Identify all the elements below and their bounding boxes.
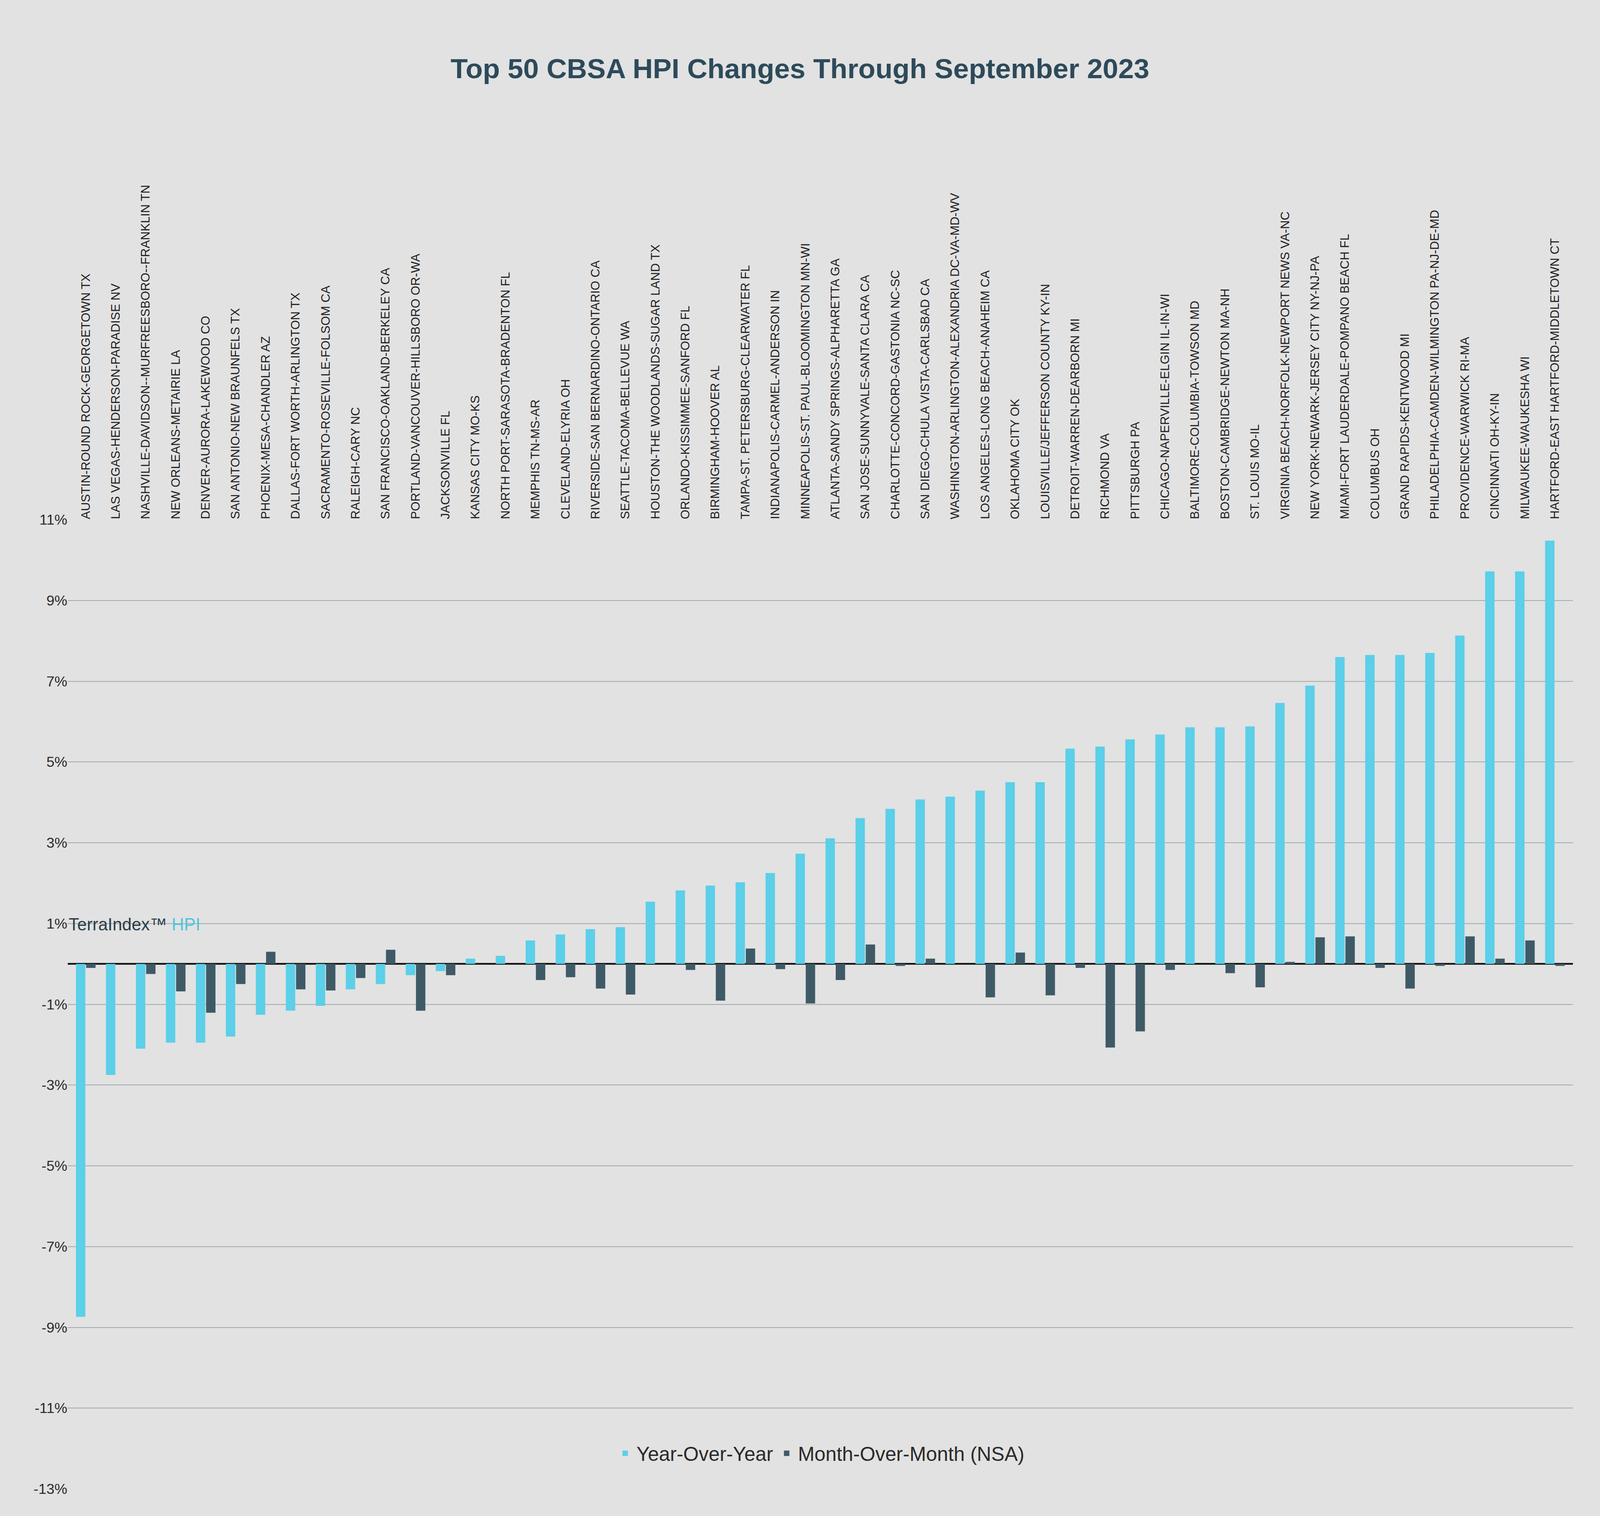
svg-text:CHARLOTTE-CONCORD-GASTONIA NC-: CHARLOTTE-CONCORD-GASTONIA NC-SC <box>888 269 903 520</box>
svg-text:11%: 11% <box>39 511 68 528</box>
svg-text:Top 50 CBSA HPI Changes Throug: Top 50 CBSA HPI Changes Through Septembe… <box>450 52 1150 85</box>
svg-text:DETROIT-WARREN-DEARBORN MI: DETROIT-WARREN-DEARBORN MI <box>1068 318 1082 520</box>
svg-text:PHOENIX-MESA-CHANDLER AZ: PHOENIX-MESA-CHANDLER AZ <box>258 336 273 520</box>
svg-text:-11%: -11% <box>34 1399 68 1416</box>
svg-text:SAN FRANCISCO-OAKLAND-BERKELEY: SAN FRANCISCO-OAKLAND-BERKELEY CA <box>378 267 393 520</box>
svg-text:HOUSTON-THE WOODLANDS-SUGAR LA: HOUSTON-THE WOODLANDS-SUGAR LAND TX <box>648 244 663 520</box>
svg-text:NORTH PORT-SARASOTA-BRADENTON: NORTH PORT-SARASOTA-BRADENTON FL <box>498 271 513 520</box>
svg-text:9%: 9% <box>46 592 68 609</box>
svg-text:DENVER-AURORA-LAKEWOOD CO: DENVER-AURORA-LAKEWOOD CO <box>198 315 213 520</box>
svg-text:GRAND RAPIDS-KENTWOOD MI: GRAND RAPIDS-KENTWOOD MI <box>1398 333 1412 520</box>
svg-text:HARTFORD-EAST HARTFORD-MIDDLET: HARTFORD-EAST HARTFORD-MIDDLETOWN CT <box>1548 238 1562 520</box>
svg-text:PORTLAND-VANCOUVER-HILLSBORO O: PORTLAND-VANCOUVER-HILLSBORO OR-WA <box>408 253 423 520</box>
svg-text:MINNEAPOLIS-ST. PAUL-BLOOMINGT: MINNEAPOLIS-ST. PAUL-BLOOMINGTON MN-WI <box>798 243 813 520</box>
svg-text:MILWAUKEE-WAUKESHA WI: MILWAUKEE-WAUKESHA WI <box>1518 355 1532 520</box>
svg-text:LAS VEGAS-HENDERSON-PARADISE N: LAS VEGAS-HENDERSON-PARADISE NV <box>108 283 123 520</box>
svg-text:COLUMBUS OH: COLUMBUS OH <box>1368 428 1382 520</box>
svg-text:TAMPA-ST. PETERSBURG-CLEARWATE: TAMPA-ST. PETERSBURG-CLEARWATER FL <box>738 264 753 520</box>
svg-text:3%: 3% <box>46 834 68 851</box>
svg-text:NASHVILLE-DAVIDSON--MURFREESBO: NASHVILLE-DAVIDSON--MURFREESBORO--FRANKL… <box>138 184 153 520</box>
svg-text:OKLAHOMA CITY OK: OKLAHOMA CITY OK <box>1008 398 1022 520</box>
svg-text:DALLAS-FORT WORTH-ARLINGTON TX: DALLAS-FORT WORTH-ARLINGTON TX <box>288 292 303 520</box>
svg-text:SAN JOSE-SUNNYVALE-SANTA CLARA: SAN JOSE-SUNNYVALE-SANTA CLARA CA <box>858 274 872 520</box>
svg-text:LOUISVILLE/JEFFERSON COUNTY KY: LOUISVILLE/JEFFERSON COUNTY KY-IN <box>1038 283 1053 520</box>
svg-text:5%: 5% <box>46 753 68 770</box>
svg-text:RICHMOND VA: RICHMOND VA <box>1098 433 1112 520</box>
svg-text:SEATTLE-TACOMA-BELLEVUE WA: SEATTLE-TACOMA-BELLEVUE WA <box>618 320 632 520</box>
svg-text:KANSAS CITY MO-KS: KANSAS CITY MO-KS <box>468 395 482 520</box>
svg-text:SACRAMENTO-ROSEVILLE-FOLSOM CA: SACRAMENTO-ROSEVILLE-FOLSOM CA <box>318 285 333 520</box>
svg-text:Month-Over-Month (NSA): Month-Over-Month (NSA) <box>797 1442 1025 1465</box>
svg-text:SAN ANTONIO-NEW BRAUNFELS TX: SAN ANTONIO-NEW BRAUNFELS TX <box>228 308 243 520</box>
svg-text:RIVERSIDE-SAN BERNARDINO-ONTAR: RIVERSIDE-SAN BERNARDINO-ONTARIO CA <box>588 260 603 520</box>
svg-text:PROVIDENCE-WARWICK RI-MA: PROVIDENCE-WARWICK RI-MA <box>1458 336 1472 520</box>
svg-text:ATLANTA-SANDY SPRINGS-ALPHARET: ATLANTA-SANDY SPRINGS-ALPHARETTA GA <box>828 258 843 520</box>
svg-text:CLEVELAND-ELYRIA OH: CLEVELAND-ELYRIA OH <box>558 378 573 520</box>
svg-text:JACKSONVILLE FL: JACKSONVILLE FL <box>438 410 453 520</box>
svg-text:TerraIndex™ HPI: TerraIndex™ HPI <box>68 914 201 934</box>
svg-text:-1%: -1% <box>41 996 68 1013</box>
svg-text:RALEIGH-CARY NC: RALEIGH-CARY NC <box>348 407 363 520</box>
svg-text:VIRGINIA BEACH-NORFOLK-NEWPORT: VIRGINIA BEACH-NORFOLK-NEWPORT NEWS VA-N… <box>1278 211 1292 520</box>
svg-text:-13%: -13% <box>33 1480 68 1497</box>
svg-text:WASHINGTON-ARLINGTON-ALEXANDRI: WASHINGTON-ARLINGTON-ALEXANDRIA DC-VA-MD… <box>948 192 962 520</box>
svg-text:MIAMI-FORT LAUDERDALE-POMPANO: MIAMI-FORT LAUDERDALE-POMPANO BEACH FL <box>1338 233 1352 520</box>
svg-text:LOS ANGELES-LONG BEACH-ANAHEIM: LOS ANGELES-LONG BEACH-ANAHEIM CA <box>978 270 992 520</box>
svg-text:ORLANDO-KISSIMMEE-SANFORD FL: ORLANDO-KISSIMMEE-SANFORD FL <box>678 305 693 520</box>
svg-text:ST. LOUIS MO-IL: ST. LOUIS MO-IL <box>1248 424 1262 520</box>
svg-text:CINCINNATI OH-KY-IN: CINCINNATI OH-KY-IN <box>1487 392 1502 520</box>
svg-text:MEMPHIS TN-MS-AR: MEMPHIS TN-MS-AR <box>528 399 543 520</box>
svg-text:-7%: -7% <box>41 1238 68 1255</box>
svg-text:NEW ORLEANS-METAIRIE LA: NEW ORLEANS-METAIRIE LA <box>168 349 183 520</box>
svg-text:SAN DIEGO-CHULA VISTA-CARLSBAD: SAN DIEGO-CHULA VISTA-CARLSBAD CA <box>918 278 932 520</box>
svg-text:7%: 7% <box>46 673 68 690</box>
svg-text:1%: 1% <box>46 915 68 932</box>
svg-text:AUSTIN-ROUND ROCK-GEORGETOWN T: AUSTIN-ROUND ROCK-GEORGETOWN TX <box>79 273 93 520</box>
svg-text:PHILADELPHIA-CAMDEN-WILMINGTON: PHILADELPHIA-CAMDEN-WILMINGTON PA-NJ-DE-… <box>1427 209 1442 520</box>
svg-text:BALTIMORE-COLUMBIA-TOWSON MD: BALTIMORE-COLUMBIA-TOWSON MD <box>1188 300 1202 520</box>
svg-text:PITTSBURGH PA: PITTSBURGH PA <box>1128 421 1142 520</box>
svg-text:NEW YORK-NEWARK-JERSEY CITY NY: NEW YORK-NEWARK-JERSEY CITY NY-NJ-PA <box>1308 255 1322 520</box>
svg-text:-9%: -9% <box>41 1319 68 1336</box>
svg-text:Year-Over-Year: Year-Over-Year <box>636 1442 773 1465</box>
svg-text:-3%: -3% <box>41 1076 68 1093</box>
svg-text:-5%: -5% <box>41 1157 68 1174</box>
svg-text:BIRMINGHAM-HOOVER AL: BIRMINGHAM-HOOVER AL <box>708 364 722 520</box>
svg-text:INDIANAPOLIS-CARMEL-ANDERSON I: INDIANAPOLIS-CARMEL-ANDERSON IN <box>768 290 782 520</box>
svg-text:CHICAGO-NAPERVILLE-ELGIN IL-IN: CHICAGO-NAPERVILLE-ELGIN IL-IN-WI <box>1158 293 1172 520</box>
svg-text:BOSTON-CAMBRIDGE-NEWTON MA-NH: BOSTON-CAMBRIDGE-NEWTON MA-NH <box>1218 288 1232 520</box>
